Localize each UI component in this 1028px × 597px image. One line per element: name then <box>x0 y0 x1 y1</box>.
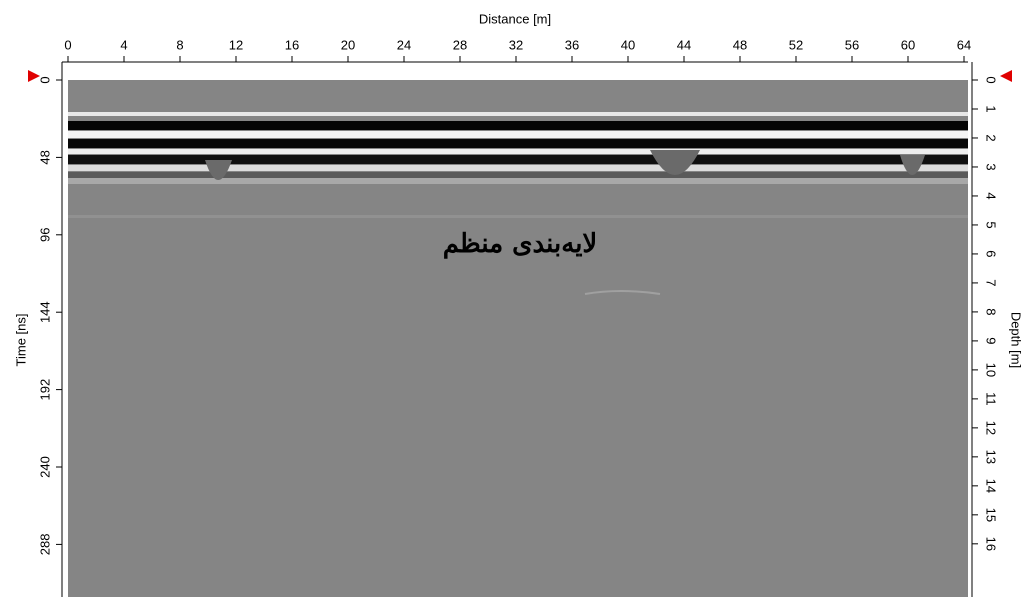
y2-tick-label: 15 <box>984 508 999 522</box>
y-tick-label: 288 <box>37 534 52 556</box>
y2-tick-label: 8 <box>984 308 999 315</box>
x-tick-label: 0 <box>64 37 71 52</box>
y2-tick-label: 6 <box>984 250 999 257</box>
y2-tick-label: 5 <box>984 221 999 228</box>
y2-tick-label: 2 <box>984 134 999 141</box>
band <box>68 149 968 154</box>
y2-tick-label: 11 <box>984 392 999 406</box>
x-tick-label: 52 <box>789 37 803 52</box>
faint-reflection <box>584 290 661 295</box>
band <box>68 215 968 218</box>
x-axis-label: Distance [m] <box>479 11 551 26</box>
x-tick-label: 44 <box>677 37 691 52</box>
y2-axis-label: Depth [m] <box>1009 312 1024 368</box>
y2-tick-label: 10 <box>984 363 999 377</box>
x-tick-label: 36 <box>565 37 579 52</box>
y-tick-label: 0 <box>37 76 52 83</box>
marker <box>28 70 40 82</box>
x-tick-label: 64 <box>957 37 971 52</box>
y2-tick-label: 0 <box>984 76 999 83</box>
x-tick-label: 16 <box>285 37 299 52</box>
x-tick-label: 8 <box>176 37 183 52</box>
band <box>68 178 968 184</box>
x-tick-label: 40 <box>621 37 635 52</box>
x-tick-label: 20 <box>341 37 355 52</box>
y2-tick-label: 1 <box>984 105 999 112</box>
y-tick-label: 96 <box>37 228 52 242</box>
band <box>68 139 968 148</box>
y-tick-label: 240 <box>37 456 52 478</box>
y2-tick-label: 3 <box>984 163 999 170</box>
reflection-bands <box>68 112 968 295</box>
x-tick-label: 12 <box>229 37 243 52</box>
x-tick-label: 24 <box>397 37 411 52</box>
y2-tick-label: 4 <box>984 192 999 199</box>
y2-tick-label: 12 <box>984 421 999 435</box>
x-tick-label: 28 <box>453 37 467 52</box>
marker <box>1000 70 1012 82</box>
band <box>68 131 968 138</box>
x-tick-label: 48 <box>733 37 747 52</box>
x-tick-label: 60 <box>901 37 915 52</box>
x-tick-label: 56 <box>845 37 859 52</box>
y2-tick-label: 9 <box>984 337 999 344</box>
annotation: لایه‌بندی منظم <box>443 229 598 259</box>
band <box>68 112 968 116</box>
y2-tick-label: 14 <box>984 479 999 493</box>
y-tick-label: 192 <box>37 379 52 401</box>
y-tick-label: 48 <box>37 150 52 164</box>
x-tick-label: 32 <box>509 37 523 52</box>
band <box>68 165 968 171</box>
y2-tick-label: 7 <box>984 279 999 286</box>
y-axis-label: Time [ns] <box>13 314 28 367</box>
y-tick-label: 144 <box>37 301 52 323</box>
y2-tick-label: 13 <box>984 450 999 464</box>
x-tick-label: 4 <box>120 37 127 52</box>
band <box>68 121 968 130</box>
band <box>68 172 968 178</box>
y2-tick-label: 16 <box>984 537 999 551</box>
band <box>68 155 968 164</box>
